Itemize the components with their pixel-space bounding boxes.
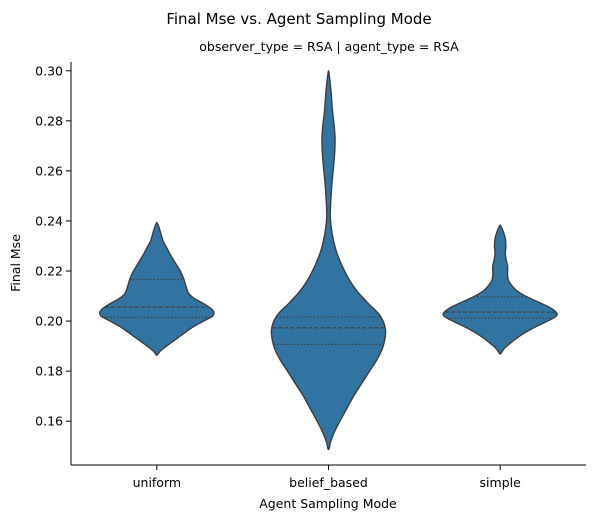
y-tick-label: 0.22 (35, 264, 63, 279)
facet-subtitle: observer_type = RSA | agent_type = RSA (199, 39, 459, 54)
y-tick-label: 0.24 (35, 213, 63, 228)
violin-belief_based (270, 70, 387, 450)
plot-area: 0.16 0.18 0.20 0.22 0.24 0.26 0.28 0.30 uniform… (35, 62, 586, 490)
y-tick-label: 0.16 (35, 414, 63, 429)
y-tick-label: 0.28 (35, 113, 63, 128)
x-tick-label: uniform (133, 475, 181, 490)
violin-uniform (98, 222, 215, 356)
y-ticks: 0.16 0.18 0.20 0.22 0.24 0.26 0.28 0.30 (35, 63, 71, 429)
y-tick-label: 0.20 (35, 314, 63, 329)
violins-group (98, 70, 558, 450)
violin-simple (442, 224, 558, 355)
y-tick-label: 0.30 (35, 63, 63, 78)
x-tick-label: simple (480, 475, 522, 490)
y-tick-label: 0.18 (35, 364, 63, 379)
y-axis-label: Final Mse (8, 234, 23, 292)
x-axis-label: Agent Sampling Mode (259, 496, 397, 511)
chart-title: Final Mse vs. Agent Sampling Mode (166, 10, 431, 28)
y-axis: 0.16 0.18 0.20 0.22 0.24 0.26 0.28 0.30 (35, 62, 72, 465)
x-axis: uniform belief_based simple (71, 464, 586, 490)
y-tick-label: 0.26 (35, 163, 63, 178)
x-tick-label: belief_based (289, 475, 368, 490)
x-ticks: uniform belief_based simple (133, 465, 522, 490)
